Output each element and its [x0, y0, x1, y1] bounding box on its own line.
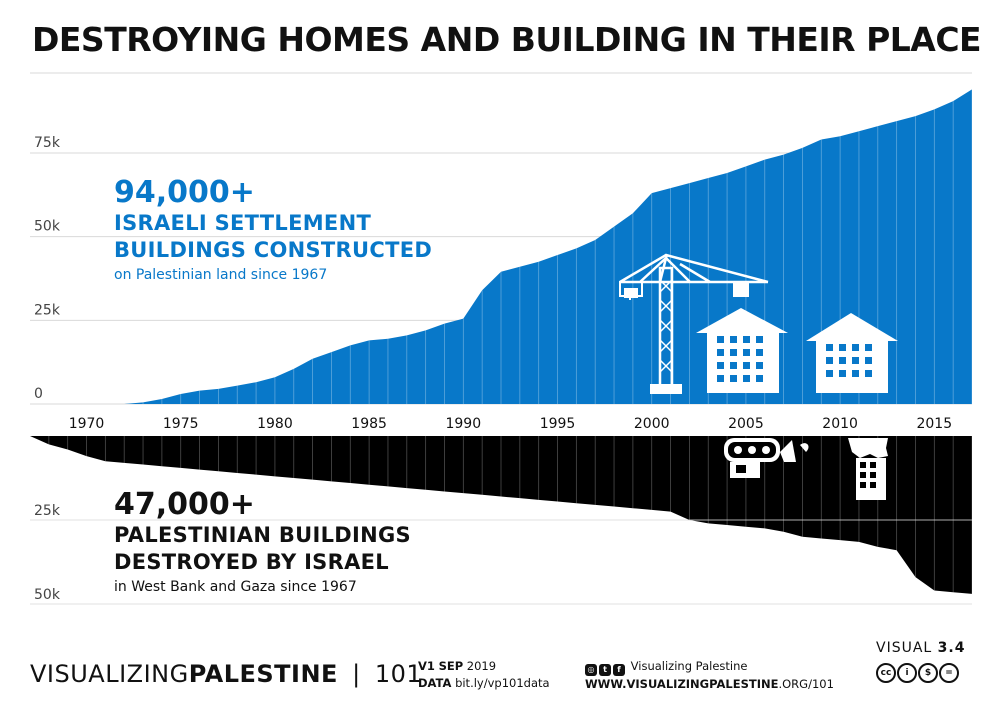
y-tick-label: 0	[34, 386, 43, 402]
site-url-bold[interactable]: WWW.VISUALIZINGPALESTINE	[585, 677, 779, 691]
bottom-gridlines	[30, 519, 972, 605]
settlement-count: 94,000+	[114, 175, 255, 210]
x-tick-label: 2005	[728, 416, 764, 432]
social-info: ◎ t f Visualizing Palestine WWW.VISUALIZIN…	[585, 658, 834, 693]
brand-number: 101	[374, 660, 423, 688]
version-month: SEP	[438, 659, 464, 673]
demolished-building-icon	[848, 438, 888, 500]
building-icon	[696, 308, 788, 393]
data-label: DATA	[418, 676, 452, 690]
destroyed-headline-1: PALESTINIAN BUILDINGS	[114, 523, 411, 547]
destroyed-headline-2: DESTROYED BY ISRAEL	[114, 550, 389, 574]
brand-bold: PALESTINE	[188, 660, 338, 688]
noncommercial-icon: $	[918, 663, 938, 683]
cc-icon: cc	[876, 663, 896, 683]
page-title: DESTROYING HOMES AND BUILDING IN THEIR P…	[32, 20, 982, 59]
y-tick-label: 25k	[34, 302, 61, 318]
y-tick-label: 50k	[34, 587, 61, 603]
version-year: 2019	[466, 659, 497, 673]
bulldozer-icon	[724, 438, 809, 478]
settlement-headline-2: BUILDINGS CONSTRUCTED	[114, 238, 433, 262]
settlement-callout: 94,000+ ISRAELI SETTLEMENT BUILDINGS CON…	[114, 176, 432, 286]
x-tick-label: 1985	[351, 416, 387, 432]
version-info: V1 SEP 2019 DATA bit.ly/vp101data	[418, 658, 550, 692]
site-url-rest[interactable]: .ORG/101	[778, 677, 834, 691]
destroyed-callout: 47,000+ PALESTINIAN BUILDINGS DESTROYED …	[114, 488, 411, 598]
x-tick-label: 2010	[822, 416, 858, 432]
brand-separator: |	[352, 660, 361, 688]
y-tick-label: 75k	[34, 135, 61, 151]
y-tick-label: 25k	[34, 503, 61, 519]
facebook-icon[interactable]: f	[613, 664, 625, 676]
x-tick-label: 1990	[445, 416, 481, 432]
crane-icon	[619, 253, 769, 394]
y-tick-label: 50k	[34, 219, 61, 235]
axis-tick-labels: 0 25k 50k 75k 1970 1975 1980 1985 1990 1995 2000 20…	[34, 135, 952, 603]
x-tick-label: 2015	[916, 416, 952, 432]
data-link[interactable]: bit.ly/vp101data	[455, 676, 550, 690]
x-tick-label: 1980	[257, 416, 293, 432]
creative-commons-badges: cc i $ =	[876, 660, 960, 683]
x-tick-label: 1975	[163, 416, 199, 432]
destroyed-count: 47,000+	[114, 487, 255, 522]
attribution-icon: i	[897, 663, 917, 683]
version-label: V1	[418, 659, 435, 673]
twitter-icon[interactable]: t	[599, 664, 611, 676]
x-tick-label: 1970	[69, 416, 105, 432]
instagram-icon[interactable]: ◎	[585, 664, 597, 676]
settlement-headline-1: ISRAELI SETTLEMENT	[114, 211, 372, 235]
visual-id: 3.4	[937, 640, 966, 656]
brand-logo: VISUALIZINGPALESTINE | 101	[30, 660, 422, 688]
building-icon	[806, 313, 898, 393]
brand-light: VISUALIZING	[30, 660, 189, 688]
x-tick-label: 2000	[634, 416, 670, 432]
noderivatives-icon: =	[939, 663, 959, 683]
x-tick-label: 1995	[540, 416, 576, 432]
visual-label: VISUAL	[876, 640, 933, 656]
visual-number: VISUAL 3.4	[876, 640, 965, 656]
settlement-subtitle: on Palestinian land since 1967	[114, 267, 328, 283]
destroyed-subtitle: in West Bank and Gaza since 1967	[114, 579, 357, 595]
social-name: Visualizing Palestine	[630, 659, 748, 673]
